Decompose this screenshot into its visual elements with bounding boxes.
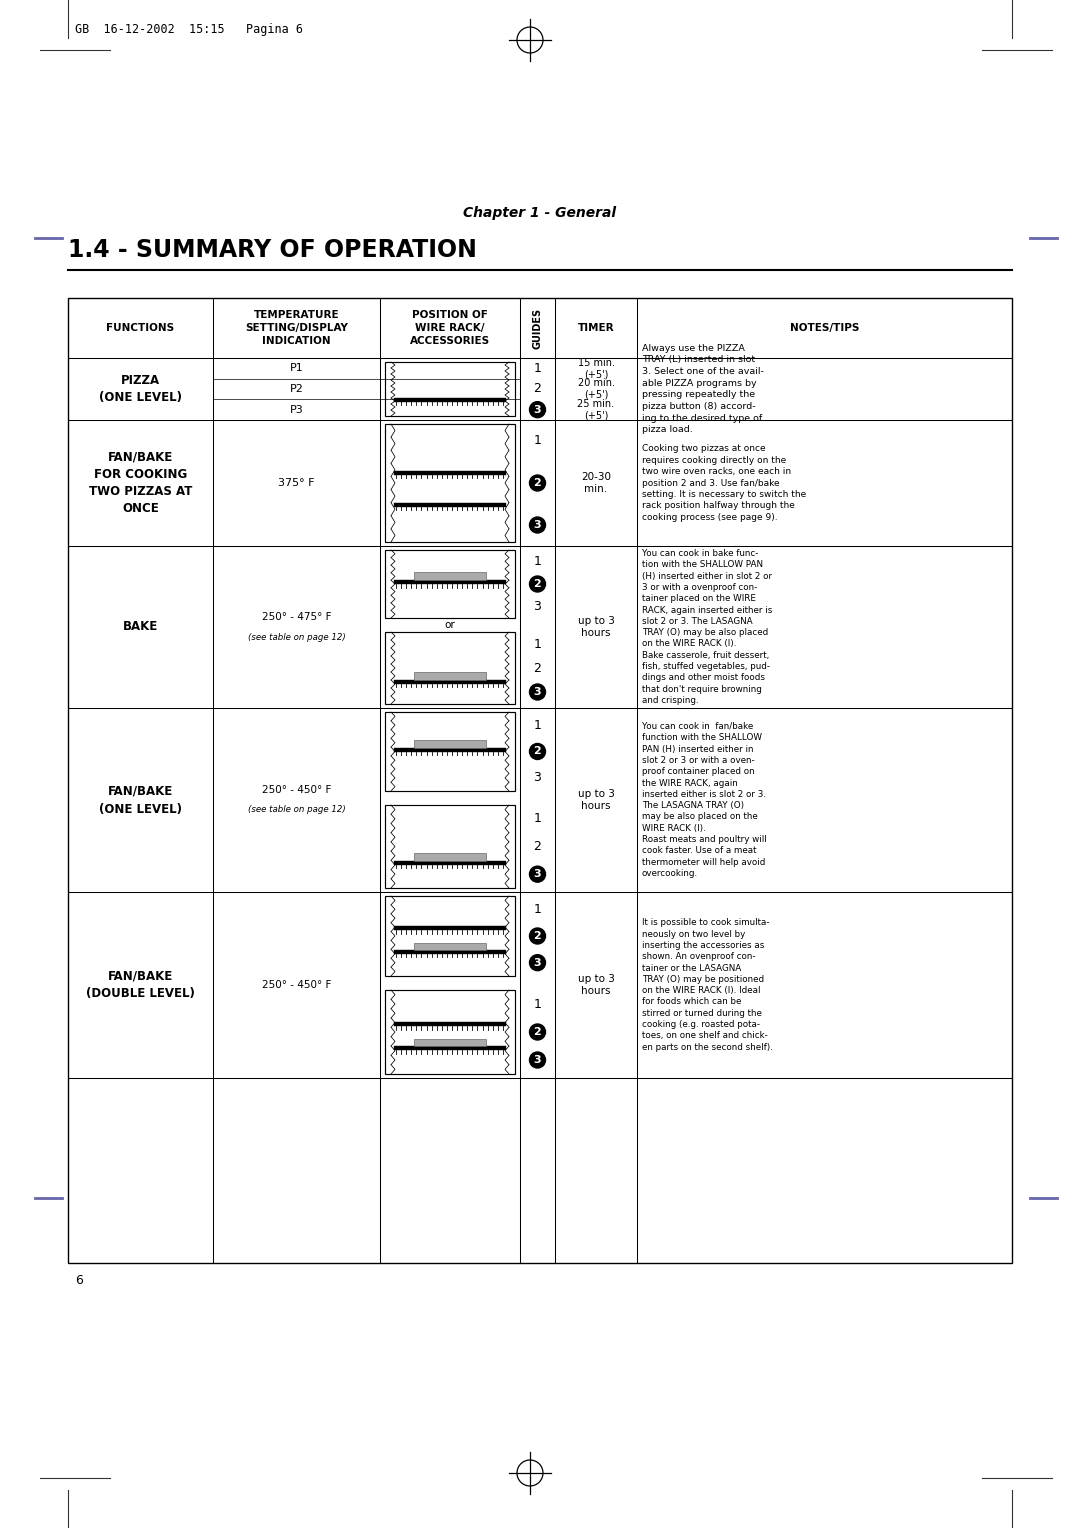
Text: 250° - 450° F: 250° - 450° F [261, 979, 332, 990]
Circle shape [529, 576, 545, 591]
Text: P1: P1 [289, 364, 303, 373]
Text: You can cook in  fan/bake
function with the SHALLOW
PAN (H) inserted either in
s: You can cook in fan/bake function with t… [642, 723, 767, 879]
Text: 2: 2 [534, 478, 541, 487]
Bar [384, 712, 515, 792]
Bar [414, 740, 486, 747]
Text: TEMPERATURE
SETTING/DISPLAY
INDICATION: TEMPERATURE SETTING/DISPLAY INDICATION [245, 310, 348, 345]
Text: 2: 2 [534, 1027, 541, 1038]
Circle shape [529, 685, 545, 700]
Text: 2: 2 [534, 931, 541, 941]
Bar [384, 362, 515, 416]
Bar [414, 672, 486, 680]
Text: Chapter 1 - General: Chapter 1 - General [463, 206, 617, 220]
Text: PIZZA
(ONE LEVEL): PIZZA (ONE LEVEL) [99, 373, 183, 405]
Bar [394, 926, 507, 931]
Bar [414, 571, 486, 581]
Bar [394, 471, 507, 475]
Bar [394, 503, 507, 507]
Text: 3: 3 [534, 405, 541, 414]
Circle shape [529, 866, 545, 882]
Text: 250° - 475° F: 250° - 475° F [261, 613, 332, 622]
Text: 1: 1 [534, 637, 541, 651]
Circle shape [529, 927, 545, 944]
Text: 1.4 - SUMMARY OF OPERATION: 1.4 - SUMMARY OF OPERATION [68, 238, 477, 261]
Circle shape [529, 744, 545, 759]
Text: 15 min.
(+5'): 15 min. (+5') [578, 358, 615, 379]
Text: up to 3
hours: up to 3 hours [578, 616, 615, 639]
Bar [384, 990, 515, 1074]
Bar [384, 895, 515, 976]
Text: FAN/BAKE
FOR COOKING
TWO PIZZAS AT
ONCE: FAN/BAKE FOR COOKING TWO PIZZAS AT ONCE [89, 451, 192, 515]
Text: FAN/BAKE
(DOUBLE LEVEL): FAN/BAKE (DOUBLE LEVEL) [86, 969, 194, 1001]
Text: GB  16-12-2002  15:15   Pagina 6: GB 16-12-2002 15:15 Pagina 6 [75, 23, 303, 35]
Circle shape [529, 1051, 545, 1068]
Text: FUNCTIONS: FUNCTIONS [107, 322, 175, 333]
Bar [394, 581, 507, 584]
Text: 3: 3 [534, 688, 541, 697]
Text: 25 min.
(+5'): 25 min. (+5') [578, 399, 615, 420]
Text: 2: 2 [534, 840, 541, 853]
Bar [394, 1022, 507, 1027]
Text: 3: 3 [534, 772, 541, 784]
Bar [68, 298, 1012, 1264]
Text: 3: 3 [534, 520, 541, 530]
Text: 250° - 450° F: 250° - 450° F [261, 785, 332, 795]
Circle shape [529, 402, 545, 417]
Text: It is possible to cook simulta-
neously on two level by
inserting the accessorie: It is possible to cook simulta- neously … [642, 918, 773, 1051]
Text: 2: 2 [534, 382, 541, 396]
Text: Cooking two pizzas at once
requires cooking directly on the
two wire oven racks,: Cooking two pizzas at once requires cook… [642, 445, 807, 523]
Text: or: or [445, 620, 456, 630]
Bar [414, 943, 486, 949]
Text: 3: 3 [534, 869, 541, 879]
Text: up to 3
hours: up to 3 hours [578, 973, 615, 996]
Text: 1: 1 [534, 362, 541, 374]
Text: GUIDES: GUIDES [532, 307, 542, 348]
Text: NOTES/TIPS: NOTES/TIPS [789, 322, 860, 333]
Text: (see table on page 12): (see table on page 12) [247, 633, 346, 642]
Bar [414, 1039, 486, 1047]
Text: 1: 1 [534, 555, 541, 568]
Circle shape [529, 1024, 545, 1041]
Bar [384, 805, 515, 888]
Text: You can cook in bake func-
tion with the SHALLOW PAN
(H) inserted either in slot: You can cook in bake func- tion with the… [642, 549, 772, 704]
Text: FAN/BAKE
(ONE LEVEL): FAN/BAKE (ONE LEVEL) [99, 784, 183, 816]
Text: TIMER: TIMER [578, 322, 615, 333]
Text: Always use the PIZZA
TRAY (L) inserted in slot
3. Select one of the avail-
able : Always use the PIZZA TRAY (L) inserted i… [642, 344, 764, 434]
Text: POSITION OF
WIRE RACK/
ACCESSORIES: POSITION OF WIRE RACK/ ACCESSORIES [410, 310, 490, 345]
Bar [384, 550, 515, 617]
Text: 20 min.
(+5'): 20 min. (+5') [578, 379, 615, 400]
Text: up to 3
hours: up to 3 hours [578, 788, 615, 811]
Text: 2: 2 [534, 579, 541, 588]
Bar [414, 853, 486, 860]
Text: 2: 2 [534, 747, 541, 756]
Bar [394, 949, 507, 953]
Text: 3: 3 [534, 601, 541, 613]
Bar [394, 397, 507, 402]
Text: 3: 3 [534, 958, 541, 967]
Text: 1: 1 [534, 718, 541, 732]
Text: 6: 6 [75, 1273, 83, 1287]
Bar [394, 680, 507, 685]
Text: 3: 3 [534, 1054, 541, 1065]
Bar [394, 747, 507, 752]
Bar [384, 423, 515, 542]
Text: BAKE: BAKE [123, 620, 158, 634]
Text: 1: 1 [534, 434, 541, 448]
Text: 1: 1 [534, 813, 541, 825]
Text: P2: P2 [289, 384, 303, 394]
Circle shape [529, 475, 545, 490]
Text: 375° F: 375° F [279, 478, 314, 487]
Bar [394, 1047, 507, 1050]
Text: 1: 1 [534, 903, 541, 915]
Text: 2: 2 [534, 662, 541, 674]
Text: 20-30
min.: 20-30 min. [581, 472, 611, 494]
Bar [394, 860, 507, 865]
Text: P3: P3 [289, 405, 303, 414]
Text: (see table on page 12): (see table on page 12) [247, 805, 346, 814]
Bar [384, 633, 515, 704]
Text: 1: 1 [534, 998, 541, 1010]
Circle shape [529, 955, 545, 970]
Circle shape [529, 516, 545, 533]
